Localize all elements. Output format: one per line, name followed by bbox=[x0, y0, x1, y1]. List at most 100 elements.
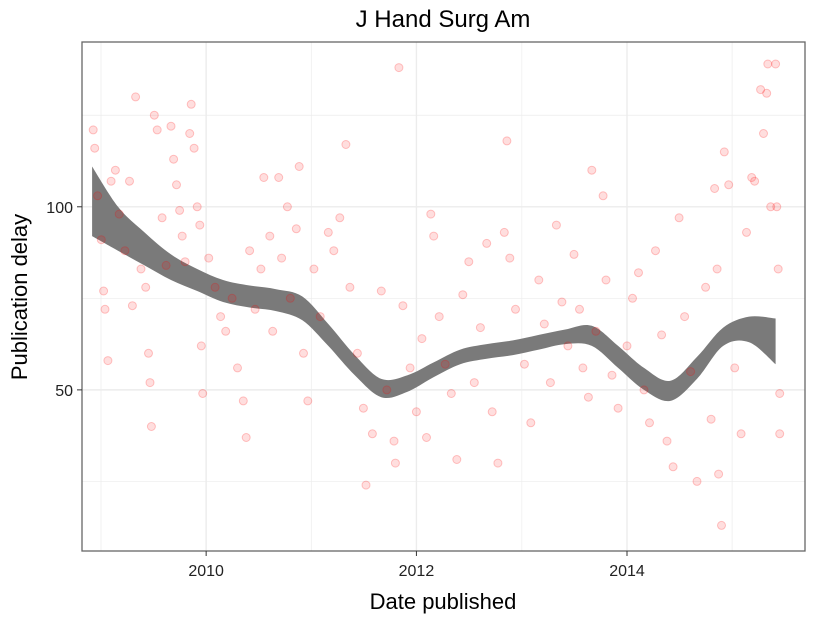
data-point bbox=[127, 301, 137, 311]
data-point bbox=[464, 257, 474, 267]
data-point bbox=[701, 282, 711, 292]
x-axis: 2010 2012 2014 bbox=[188, 551, 645, 580]
grid bbox=[82, 42, 805, 551]
data-point bbox=[256, 264, 266, 274]
data-point bbox=[303, 396, 313, 406]
data-point bbox=[100, 304, 110, 314]
data-point bbox=[241, 433, 251, 442]
data-point bbox=[175, 205, 185, 215]
data-point bbox=[417, 334, 427, 344]
data-point bbox=[551, 220, 561, 230]
smooth-confidence-band bbox=[92, 166, 776, 402]
data-point bbox=[487, 407, 497, 417]
data-point bbox=[724, 180, 734, 190]
data-point bbox=[177, 231, 187, 241]
data-point bbox=[114, 209, 124, 219]
data-point bbox=[446, 389, 456, 398]
data-point bbox=[719, 147, 729, 157]
data-point bbox=[645, 418, 654, 428]
data-point bbox=[90, 143, 100, 153]
x-tick-label: 2014 bbox=[609, 563, 645, 580]
data-point bbox=[268, 326, 278, 336]
data-point bbox=[367, 429, 377, 439]
data-point bbox=[345, 282, 355, 292]
data-point bbox=[265, 231, 275, 241]
data-point bbox=[759, 129, 768, 138]
data-point bbox=[750, 176, 760, 186]
data-point bbox=[717, 520, 726, 530]
data-point bbox=[440, 359, 450, 369]
data-point bbox=[434, 312, 444, 322]
data-point bbox=[601, 275, 611, 285]
data-point bbox=[452, 455, 462, 464]
data-point bbox=[398, 301, 408, 311]
data-point bbox=[706, 414, 716, 424]
data-point bbox=[185, 129, 195, 138]
data-point bbox=[639, 385, 649, 395]
data-point bbox=[591, 326, 601, 336]
data-point bbox=[607, 370, 617, 380]
data-point bbox=[390, 458, 400, 468]
data-point bbox=[411, 407, 421, 417]
data-point bbox=[291, 224, 301, 234]
data-point bbox=[149, 110, 159, 120]
data-point bbox=[613, 403, 623, 413]
data-point bbox=[772, 202, 782, 212]
data-point bbox=[674, 213, 684, 223]
data-point bbox=[712, 264, 722, 274]
data-point bbox=[131, 92, 141, 102]
data-point bbox=[766, 202, 776, 212]
panel-border bbox=[81, 41, 806, 552]
data-point bbox=[186, 99, 196, 109]
y-tick-label: 100 bbox=[46, 200, 73, 217]
data-point bbox=[458, 290, 468, 300]
data-point bbox=[730, 363, 740, 373]
data-point bbox=[227, 293, 237, 303]
data-point bbox=[259, 173, 269, 182]
data-point bbox=[120, 246, 130, 256]
data-point bbox=[96, 235, 106, 245]
data-point bbox=[99, 286, 109, 296]
data-point bbox=[736, 429, 746, 439]
data-point bbox=[557, 297, 567, 307]
y-tick-label: 50 bbox=[55, 383, 73, 400]
data-point bbox=[238, 396, 248, 406]
data-point bbox=[161, 260, 171, 270]
data-point bbox=[405, 363, 415, 373]
data-point bbox=[634, 268, 643, 278]
data-point bbox=[563, 341, 573, 351]
data-point bbox=[195, 220, 205, 230]
data-point bbox=[426, 209, 436, 219]
data-point bbox=[282, 202, 292, 212]
data-point bbox=[233, 363, 242, 373]
data-point bbox=[382, 385, 392, 395]
data-point bbox=[169, 154, 179, 164]
data-point bbox=[710, 184, 720, 193]
data-point bbox=[762, 88, 772, 98]
data-point bbox=[747, 173, 757, 182]
data-point bbox=[166, 121, 176, 131]
x-axis-label: Date published bbox=[370, 589, 517, 614]
data-point bbox=[662, 436, 672, 446]
data-point bbox=[250, 304, 260, 314]
data-point bbox=[714, 469, 724, 479]
data-point bbox=[742, 227, 751, 237]
data-point bbox=[157, 213, 167, 223]
data-point bbox=[329, 246, 339, 256]
data-point bbox=[189, 143, 199, 153]
data-point bbox=[475, 323, 485, 333]
data-point bbox=[309, 264, 319, 274]
data-point bbox=[198, 389, 208, 398]
data-point bbox=[502, 136, 512, 146]
data-point bbox=[394, 63, 404, 73]
data-point bbox=[499, 227, 509, 237]
data-point bbox=[773, 264, 783, 274]
data-point bbox=[628, 293, 637, 303]
data-point bbox=[575, 304, 584, 314]
data-point bbox=[756, 85, 766, 95]
data-point bbox=[294, 162, 304, 171]
data-point bbox=[482, 238, 492, 248]
data-point bbox=[88, 125, 98, 135]
data-point bbox=[587, 165, 597, 175]
data-point bbox=[775, 389, 785, 398]
